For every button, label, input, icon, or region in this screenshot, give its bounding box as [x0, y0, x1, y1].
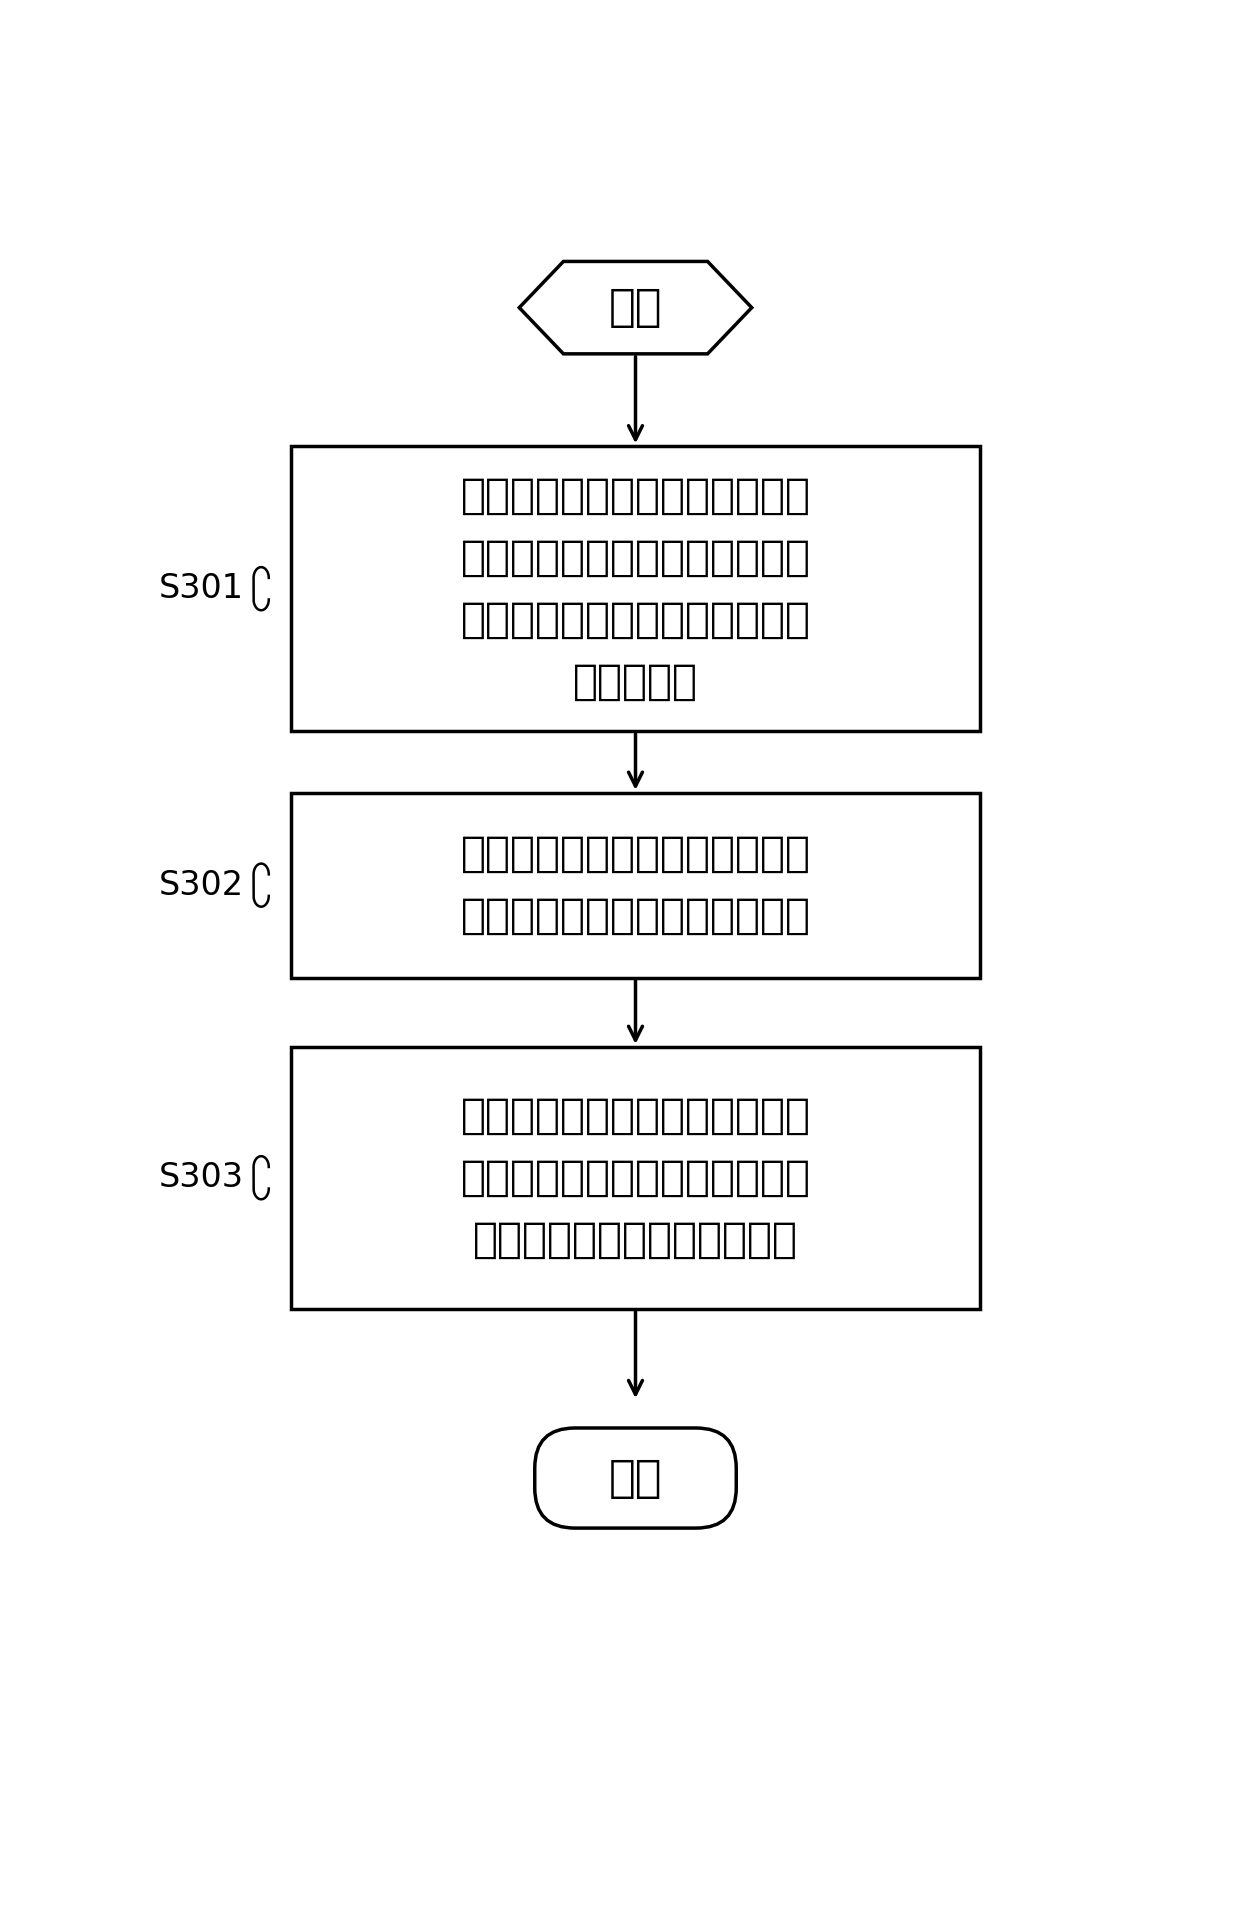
Text: 开始: 开始	[609, 286, 662, 329]
Text: 结束: 结束	[609, 1457, 662, 1499]
Bar	[290, 446, 981, 730]
Bar	[290, 1047, 981, 1309]
Text: S301: S301	[159, 573, 244, 605]
Bar	[290, 792, 981, 978]
Text: S303: S303	[159, 1161, 244, 1194]
Text: S302: S302	[159, 869, 244, 901]
Text: 对所述灰度化后的训练图像进行
灰度直方图统计，得到统计结果: 对所述灰度化后的训练图像进行 灰度直方图统计，得到统计结果	[460, 834, 811, 938]
Text: 根据所述的统计结果确定出晴天
、轻雾、雾、大雾、浓雾、强浓
雾对应的图像类的概率值特征: 根据所述的统计结果确定出晴天 、轻雾、雾、大雾、浓雾、强浓 雾对应的图像类的概率…	[460, 1096, 811, 1261]
Text: 将晴天、轻雾、雾、大雾、浓雾
、强浓雾对应的图像类中的训练
图像进行灰度化，得到灰度化后
的训练图像: 将晴天、轻雾、雾、大雾、浓雾 、强浓雾对应的图像类中的训练 图像进行灰度化，得到…	[460, 475, 811, 702]
FancyBboxPatch shape	[534, 1428, 737, 1528]
Polygon shape	[520, 261, 751, 354]
